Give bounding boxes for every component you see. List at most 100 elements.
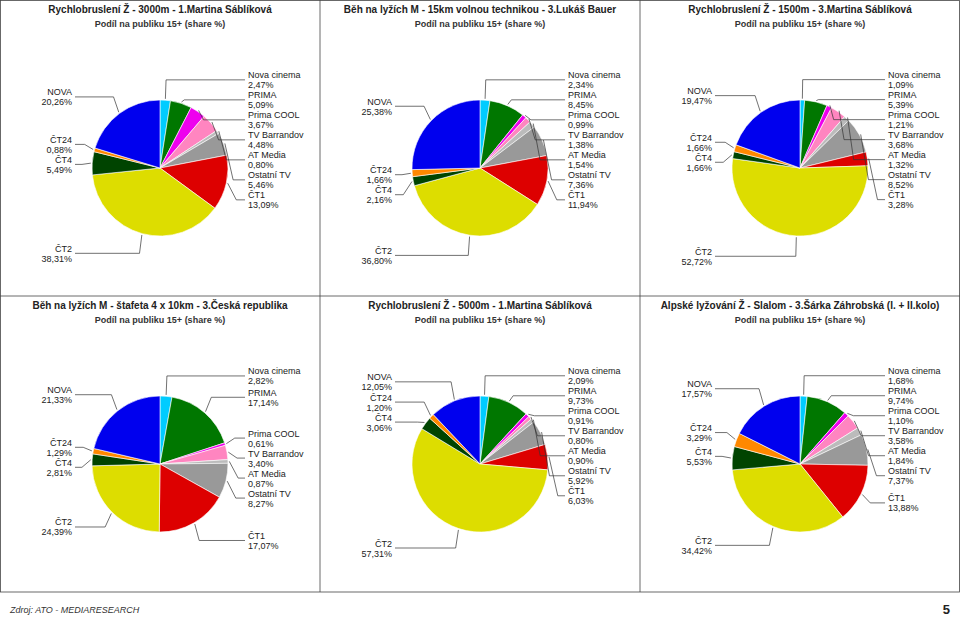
data-label-value: 3,06% bbox=[366, 423, 392, 433]
data-label-category: TV Barrandov bbox=[888, 130, 944, 140]
leader-line bbox=[715, 96, 760, 112]
data-label-category: ČT2 bbox=[55, 244, 72, 254]
data-label-value: 1,29% bbox=[46, 448, 72, 458]
leader-line bbox=[715, 142, 734, 148]
slices bbox=[412, 100, 548, 236]
data-label-category: PRIMA bbox=[248, 388, 277, 398]
data-label-category: Nova cinema bbox=[248, 70, 301, 80]
pie-chart: Alpské lyžování Ž - Slalom - 3.Šárka Záh… bbox=[661, 299, 944, 556]
data-label-category: Prima COOL bbox=[888, 406, 940, 416]
data-label-value: 3,58% bbox=[888, 436, 914, 446]
chart-title: Rychlobruslení Ž - 3000m - 1.Martina Sáb… bbox=[48, 3, 272, 15]
leader-line bbox=[75, 97, 119, 112]
data-label-value: 17,14% bbox=[248, 398, 279, 408]
chart-title-line: Běh na lyžích M - 15km volnou technikou … bbox=[344, 4, 616, 15]
leader-line bbox=[395, 402, 430, 415]
data-label-category: Ostatní TV bbox=[888, 170, 931, 180]
slices bbox=[412, 396, 548, 532]
leader-line bbox=[868, 449, 885, 475]
data-label-value: 5,53% bbox=[686, 457, 712, 467]
data-label-category: ČT1 bbox=[568, 190, 585, 200]
data-label-category: PRIMA bbox=[568, 90, 597, 100]
chart-title-line: Běh na lyžích M - štafeta 4 x 10km - 3.Č… bbox=[32, 299, 288, 311]
leader-line bbox=[715, 389, 764, 405]
leader-line bbox=[715, 155, 732, 162]
slices bbox=[92, 396, 228, 532]
data-label-category: TV Barrandov bbox=[248, 449, 304, 459]
leader-line bbox=[75, 163, 91, 164]
data-label-category: NOVA bbox=[367, 97, 392, 107]
data-label-category: ČT4 bbox=[55, 155, 72, 165]
leader-line bbox=[715, 433, 735, 440]
data-label-category: ČT4 bbox=[55, 458, 72, 468]
leader-line bbox=[181, 100, 245, 102]
data-label-category: PRIMA bbox=[568, 386, 597, 396]
leader-line bbox=[75, 460, 91, 468]
leader-line bbox=[861, 134, 885, 179]
chart-title-line: Alpské lyžování Ž - Slalom - 3.Šárka Záh… bbox=[661, 299, 940, 311]
leader-line bbox=[804, 376, 885, 395]
data-label-value: 34,42% bbox=[681, 546, 712, 556]
data-label-value: 13,88% bbox=[888, 503, 919, 513]
data-label-value: 1,84% bbox=[888, 456, 914, 466]
data-label-value: 3,68% bbox=[888, 140, 914, 150]
data-label-category: ČT1 bbox=[568, 486, 585, 496]
data-label-value: 1,10% bbox=[888, 416, 914, 426]
leader-line bbox=[229, 461, 245, 478]
data-label-value: 3,40% bbox=[248, 459, 274, 469]
data-label-category: ČT4 bbox=[375, 185, 392, 195]
data-label-value: 9,73% bbox=[568, 396, 594, 406]
data-label-category: PRIMA bbox=[888, 386, 917, 396]
leader-line bbox=[165, 80, 245, 99]
data-label-value: 0,88% bbox=[46, 145, 72, 155]
chart-title-line: Rychlobruslení Ž - 3000m - 1.Martina Sáb… bbox=[48, 3, 272, 15]
leader-line bbox=[869, 159, 885, 200]
data-label-value: 8,27% bbox=[248, 499, 274, 509]
leader-line bbox=[525, 115, 565, 119]
leader-line bbox=[227, 481, 245, 498]
data-label-value: 0,80% bbox=[248, 160, 274, 170]
data-label-category: ČT24 bbox=[690, 423, 712, 433]
chart-title-line: Rychlobruslení Ž - 5000m - 1.Martina Sáb… bbox=[368, 299, 592, 311]
data-label-value: 5,92% bbox=[568, 476, 594, 486]
data-labels: Nova cinema2,34%PRIMA8,45%Prima COOL0,99… bbox=[361, 70, 624, 266]
leader-line bbox=[828, 396, 885, 401]
data-label-value: 38,31% bbox=[41, 254, 72, 264]
data-label-value: 17,57% bbox=[681, 389, 712, 399]
data-label-category: ČT4 bbox=[695, 447, 712, 457]
data-label-category: ČT4 bbox=[375, 413, 392, 423]
data-label-value: 1,66% bbox=[686, 163, 712, 173]
data-label-category: ČT1 bbox=[888, 493, 905, 503]
chart-title: Rychlobruslení Ž - 1500m - 3.Martina Sáb… bbox=[688, 3, 912, 15]
data-label-value: 7,37% bbox=[888, 476, 914, 486]
data-label-category: Ostatní TV bbox=[248, 170, 291, 180]
outer-border bbox=[1, 1, 960, 593]
leader-line bbox=[548, 181, 565, 200]
pie-chart: Běh na lyžích M - štafeta 4 x 10km - 3.Č… bbox=[32, 299, 304, 551]
data-label-value: 8,45% bbox=[568, 100, 594, 110]
data-label-category: ČT24 bbox=[370, 165, 392, 175]
leader-line bbox=[166, 376, 245, 395]
leader-line bbox=[199, 110, 245, 119]
data-label-value: 9,74% bbox=[888, 396, 914, 406]
data-label-value: 1,09% bbox=[888, 80, 914, 90]
data-label-category: PRIMA bbox=[888, 90, 917, 100]
data-label-value: 1,68% bbox=[888, 376, 914, 386]
leader-line bbox=[228, 452, 245, 458]
leader-line bbox=[395, 422, 424, 423]
data-label-category: Prima COOL bbox=[248, 429, 300, 439]
data-label-value: 2,16% bbox=[366, 195, 392, 205]
data-label-value: 2,82% bbox=[248, 376, 274, 386]
data-label-value: 5,09% bbox=[248, 100, 274, 110]
pie-chart: Rychlobruslení Ž - 5000m - 1.Martina Sáb… bbox=[361, 299, 624, 559]
leader-line bbox=[816, 99, 885, 101]
data-label-category: ČT1 bbox=[888, 190, 905, 200]
pie-slice bbox=[433, 396, 480, 464]
data-label-value: 3,67% bbox=[248, 120, 274, 130]
data-label-category: ČT2 bbox=[375, 539, 392, 549]
data-label-category: AT Media bbox=[888, 446, 926, 456]
data-label-value: 2,34% bbox=[568, 80, 594, 90]
data-label-category: TV Barrandov bbox=[568, 130, 624, 140]
data-label-value: 0,90% bbox=[568, 456, 594, 466]
data-label-value: 0,99% bbox=[568, 120, 594, 130]
